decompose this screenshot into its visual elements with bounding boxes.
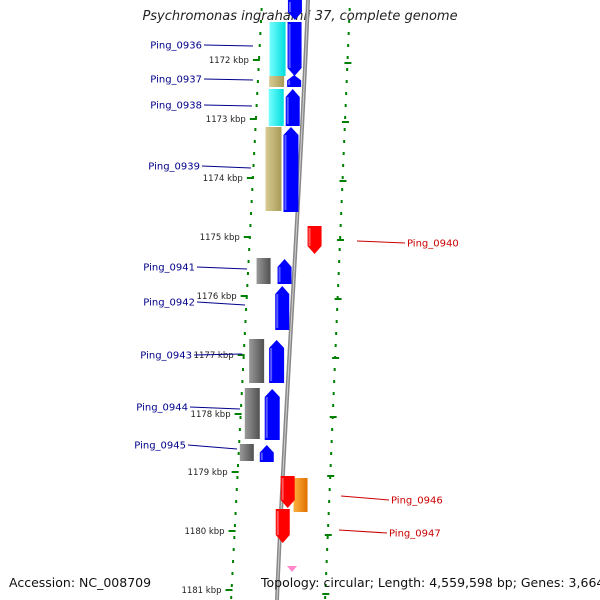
gene-arrow — [277, 259, 292, 284]
scale-label: 1176 kbp — [197, 292, 237, 302]
gene-type-block — [244, 388, 260, 439]
scale-label: 1177 kbp — [194, 351, 234, 361]
gene-type-block — [265, 127, 282, 211]
label-leader-line — [356, 240, 406, 244]
scale-label: 1181 kbp — [181, 586, 221, 596]
gene-arrow — [285, 89, 300, 126]
gene-arrow — [287, 75, 302, 87]
gene-label-ping-0944: Ping_0944 — [136, 403, 188, 414]
genome-title: Psychromonas ingrahamii 37, complete gen… — [142, 9, 458, 24]
label-leader-line — [340, 495, 390, 501]
label-leader-line — [203, 104, 253, 107]
gene-label-ping-0936: Ping_0936 — [150, 41, 202, 52]
genome-summary-text: Topology: circular; Length: 4,559,598 bp… — [261, 575, 600, 590]
left-ruler-dots — [230, 8, 263, 599]
gene-label-ping-0942: Ping_0942 — [143, 298, 195, 309]
gene-type-block — [268, 89, 284, 126]
scale-label: 1180 kbp — [185, 527, 225, 537]
scale-label: 1179 kbp — [188, 468, 228, 478]
gene-label-ping-0941: Ping_0941 — [143, 263, 195, 274]
label-leader-line — [189, 406, 241, 410]
right-ruler-ticks — [322, 62, 352, 595]
scale-label: 1174 kbp — [203, 174, 243, 184]
gene-label-ping-0937: Ping_0937 — [150, 75, 202, 86]
gene-label-ping-0940: Ping_0940 — [407, 239, 459, 250]
gene-arrow — [275, 509, 290, 543]
accession-text: Accession: NC_008709 — [9, 575, 152, 590]
scale-label: 1173 kbp — [206, 115, 246, 125]
scale-label: 1172 kbp — [209, 56, 249, 66]
right-ruler-dots — [324, 8, 351, 599]
label-leader-line — [203, 44, 254, 47]
gene-arrow — [269, 340, 285, 383]
gene-type-block — [249, 339, 265, 383]
gene-type-block — [239, 444, 254, 461]
gene-label-ping-0939: Ping_0939 — [148, 162, 200, 173]
label-leader-line — [196, 301, 246, 306]
gene-arrow — [264, 389, 280, 440]
label-leader-line — [187, 444, 238, 450]
small-feature-marker — [287, 566, 297, 572]
gene-label-ping-0947: Ping_0947 — [389, 529, 441, 540]
gene-arrow — [287, 22, 302, 76]
label-leader-line — [196, 266, 248, 270]
gene-arrow — [287, 0, 302, 20]
gene-type-block — [293, 478, 308, 512]
gene-arrow — [283, 127, 299, 212]
gene-arrow — [259, 445, 274, 462]
gene-type-block — [269, 22, 286, 76]
label-leader-line — [193, 353, 243, 356]
gene-type-block — [269, 76, 285, 87]
scale-label: 1175 kbp — [200, 233, 240, 243]
label-leader-line — [203, 78, 254, 81]
gene-label-ping-0946: Ping_0946 — [391, 496, 443, 507]
scale-label: 1178 kbp — [191, 410, 231, 420]
gene-label-ping-0943: Ping_0943 — [140, 351, 192, 362]
gene-label-ping-0938: Ping_0938 — [150, 101, 202, 112]
label-leader-line — [201, 165, 252, 169]
scale-labels: 1172 kbp 1173 kbp 1174 kbp 1175 kbp 1176 kbp… — [181, 56, 260, 596]
gene-type-block — [256, 258, 271, 284]
gene-arrow — [280, 476, 295, 508]
label-leader-line — [338, 529, 388, 534]
gene-arrow — [275, 286, 290, 330]
gene-arrow — [307, 226, 322, 254]
gene-label-ping-0945: Ping_0945 — [134, 441, 186, 452]
